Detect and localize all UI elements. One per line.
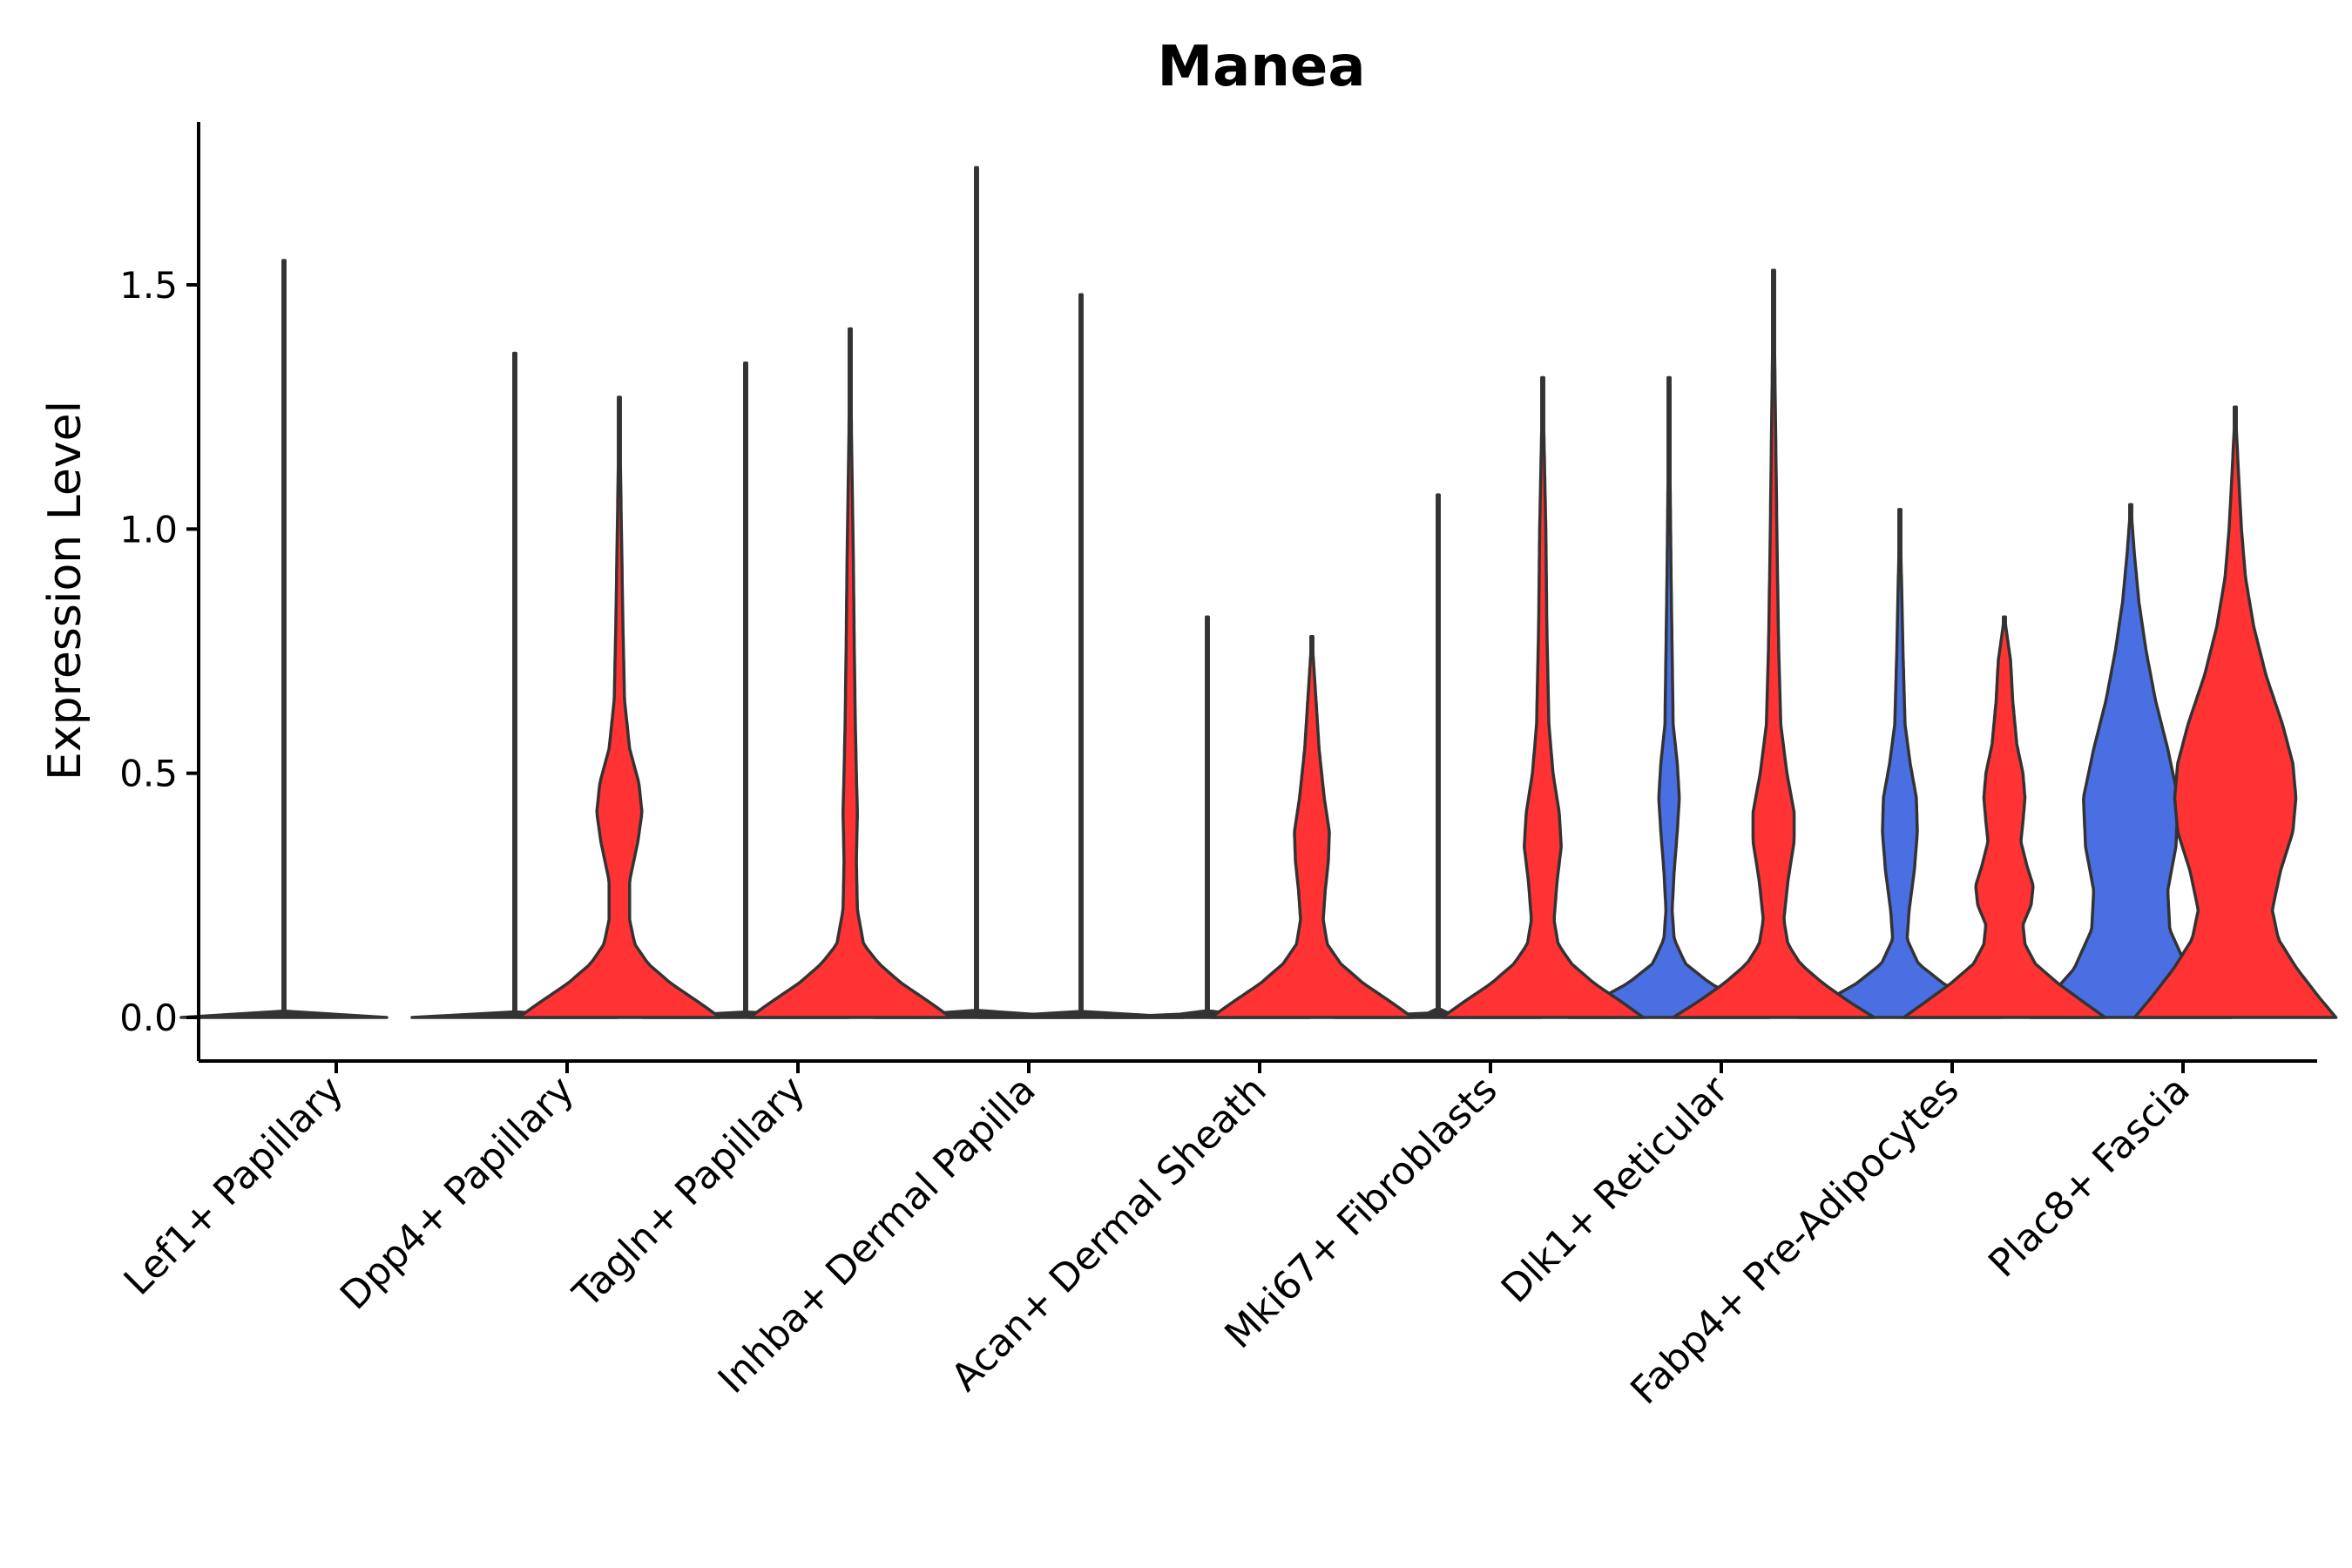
violin-group2-fabp4-pre-adipocytes xyxy=(1902,615,2107,1019)
violin-group1-tagln-papillary xyxy=(641,361,850,1019)
x-tick-label-dpp4-papillary: Dpp4+ Papillary xyxy=(332,1068,583,1319)
x-tick-label-lef1-papillary: Lef1+ Papillary xyxy=(116,1068,352,1304)
y-axis: 0.0 0.5 1.0 1.5 xyxy=(119,122,200,1061)
violin-group1-acan-dermal-sheath xyxy=(1103,615,1312,1019)
violin-group1-dpp4-papillary xyxy=(410,351,619,1019)
y-tick-label: 1.0 xyxy=(119,508,178,551)
violin-group2-tagln-papillary xyxy=(747,327,953,1019)
violin-group2-mki67-fibroblasts xyxy=(1440,375,1646,1019)
violin-group1-dlk1-reticular xyxy=(1566,375,1772,1019)
x-tick-label-dlk1-reticular: Dlk1+ Reticular xyxy=(1493,1067,1738,1312)
violin-group1-lef1-papillary xyxy=(179,259,389,1019)
y-tick-label: 0.5 xyxy=(119,753,178,795)
x-tick-label-tagln-papillary: Tagln+ Papillary xyxy=(564,1068,814,1317)
violin-group1-plac8-fascia xyxy=(2028,503,2234,1019)
x-tick-label-plac8-fascia: Plac8+ Fascia xyxy=(1980,1068,2199,1287)
violin-group2-dlk1-reticular xyxy=(1671,268,1876,1019)
violin-group1-inhba-dermal-papilla xyxy=(872,166,1081,1019)
y-tick-label: 0.0 xyxy=(119,997,178,1039)
violin-group2-acan-dermal-sheath xyxy=(1209,634,1415,1019)
violin-layer xyxy=(179,166,2338,1019)
violin-group2-dpp4-papillary xyxy=(517,395,722,1019)
violin-group2-inhba-dermal-papilla xyxy=(977,293,1186,1019)
chart-title: Manea xyxy=(1157,35,1365,99)
y-axis-label: Expression Level xyxy=(39,401,91,781)
violin-group1-fabp4-pre-adipocytes xyxy=(1797,508,2003,1019)
violin-group1-mki67-fibroblasts xyxy=(1334,493,1543,1019)
violin-group2-plac8-fascia xyxy=(2132,405,2338,1019)
y-tick-label: 1.5 xyxy=(119,264,178,307)
